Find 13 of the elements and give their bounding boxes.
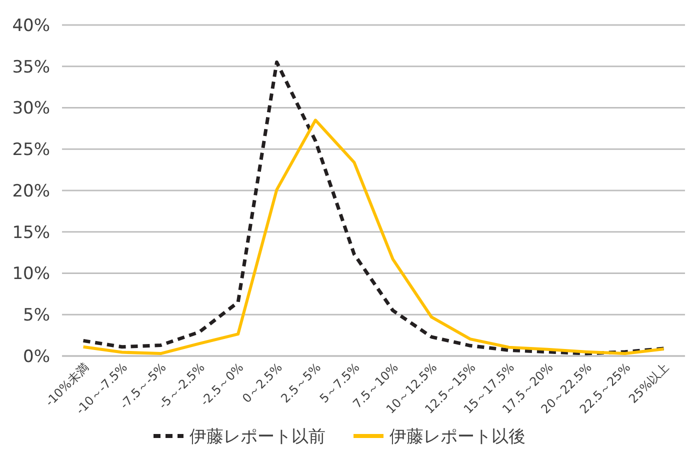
y-tick-label: 5%: [23, 306, 50, 326]
y-tick-label: 25%: [12, 140, 50, 160]
legend-label: 伊藤レポート以後: [390, 426, 526, 447]
y-tick-label: 30%: [12, 98, 50, 119]
y-tick-label: 20%: [12, 181, 50, 202]
y-tick-label: 40%: [12, 16, 50, 36]
line-series: [82, 118, 666, 356]
y-tick-label: 15%: [12, 222, 50, 243]
y-tick-label: 35%: [12, 57, 50, 78]
legend-label: 伊藤レポート以前: [190, 426, 326, 447]
line-series: [82, 60, 666, 356]
y-tick-label: 0%: [23, 346, 50, 367]
y-tick-label: 10%: [12, 264, 50, 284]
